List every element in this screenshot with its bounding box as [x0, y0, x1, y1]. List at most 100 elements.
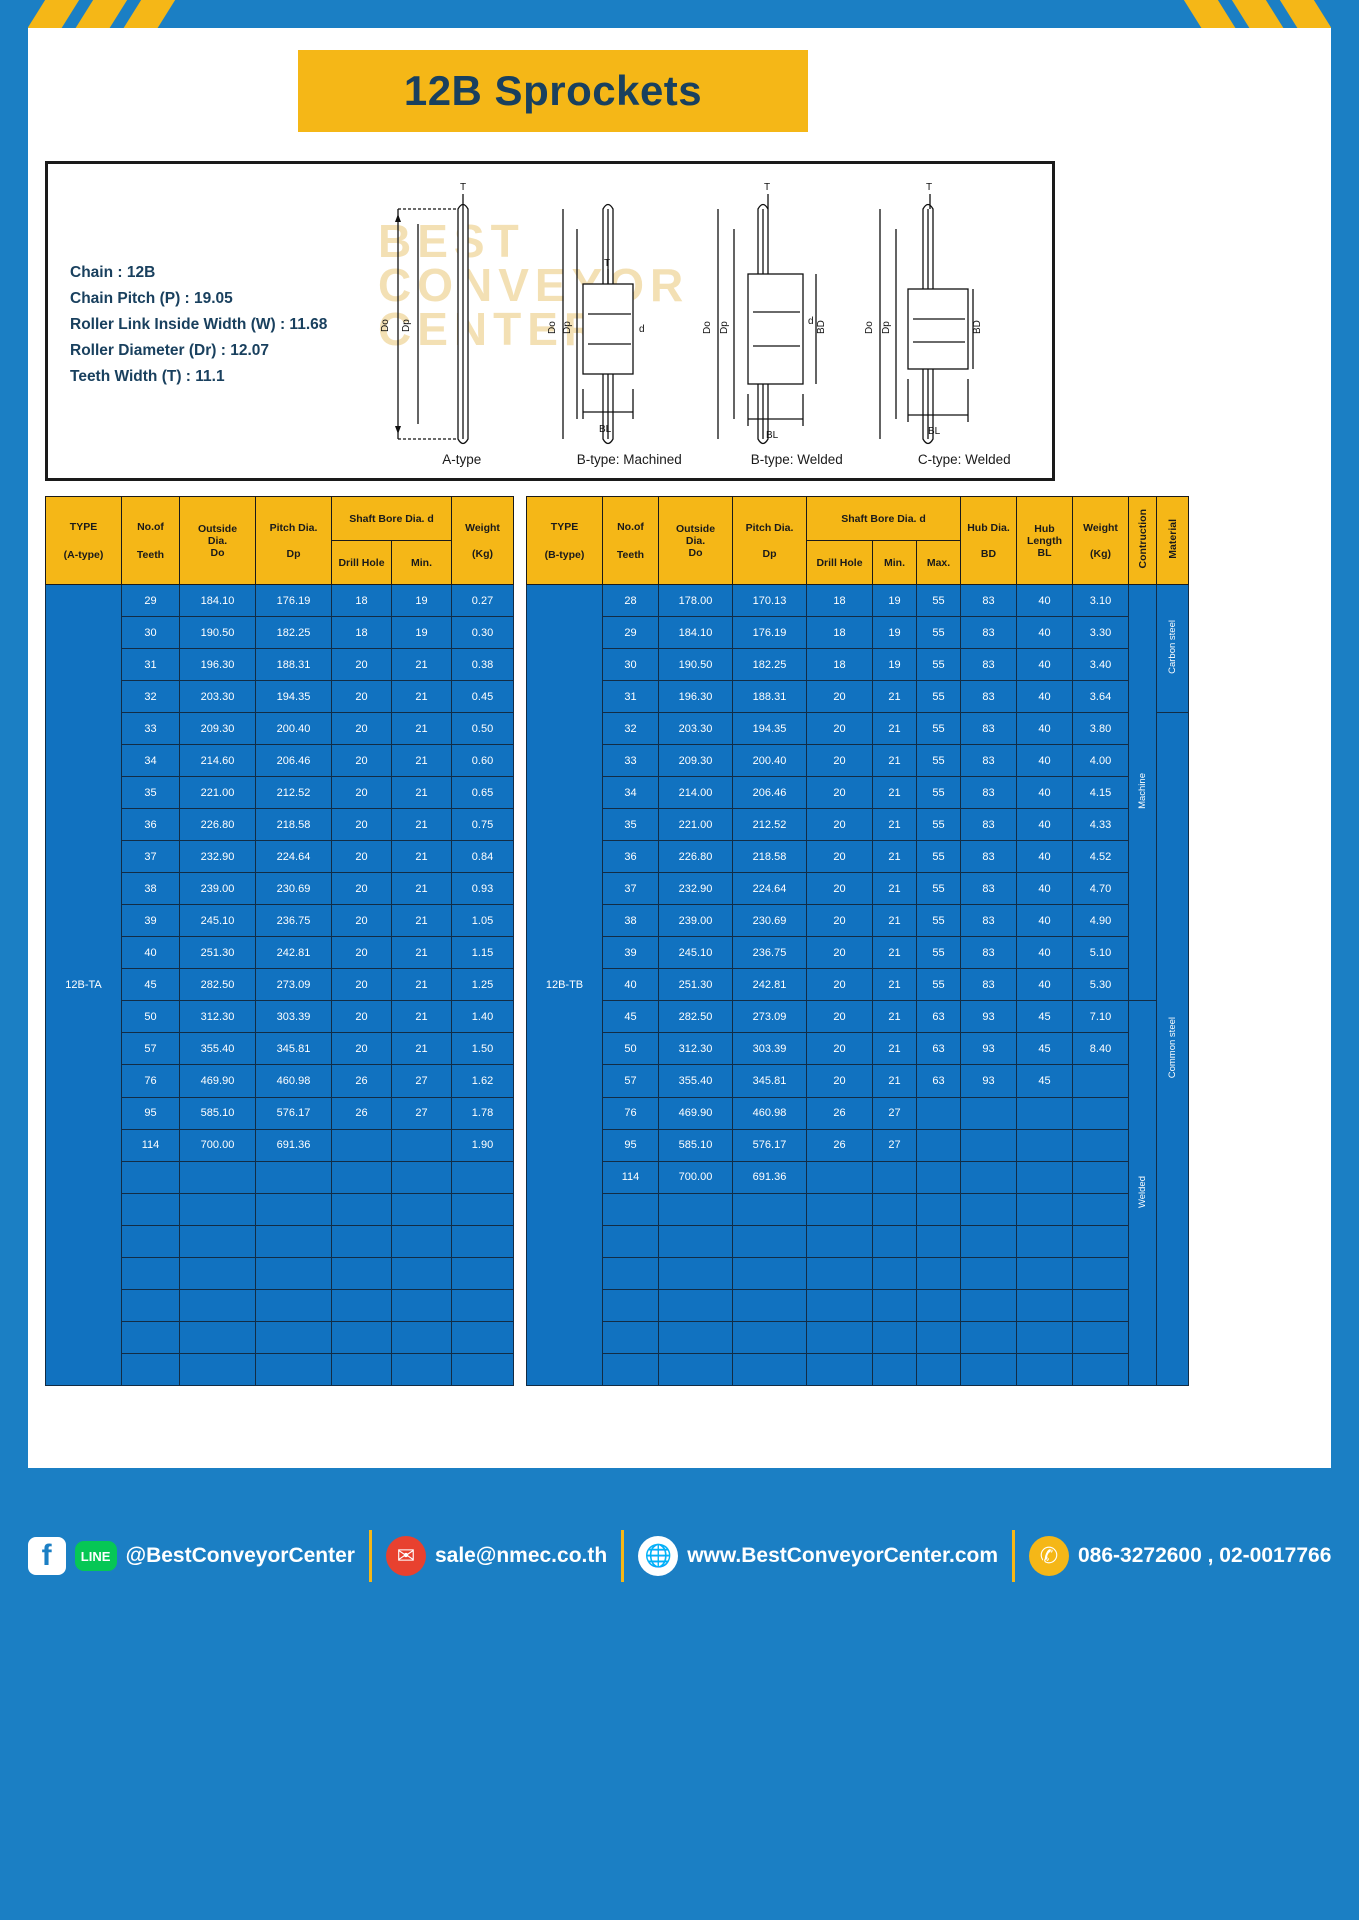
- table-cell: 18: [806, 616, 873, 650]
- table-cell: 114: [602, 1160, 659, 1194]
- table-cell: [658, 1320, 733, 1354]
- table-cell: 40: [1016, 904, 1073, 938]
- table-cell: [602, 1352, 659, 1387]
- table-cell: [179, 1160, 256, 1194]
- table-cell: [331, 1128, 392, 1162]
- table-row: [46, 1224, 514, 1258]
- table-cell: 5.30: [1072, 968, 1129, 1002]
- svg-text:BD: BD: [816, 320, 827, 334]
- table-cell: 355.40: [658, 1064, 733, 1098]
- table-cell: [391, 1320, 452, 1354]
- table-cell: 0.45: [451, 680, 514, 714]
- th-shaft-bore-group-b: Shaft Bore Dia. d: [806, 496, 961, 541]
- cell-material: Carbon steel: [1156, 583, 1189, 714]
- table-row: 45 282.50 273.09 20 21 63 93 45 7.10 Welded: [527, 1000, 1189, 1386]
- table-cell: 21: [872, 840, 917, 874]
- table-cell: 224.64: [255, 840, 332, 874]
- table-row: 34 214.60 206.46 20 21 0.60: [46, 744, 514, 778]
- table-cell: [872, 1192, 917, 1226]
- table-cell: 37: [121, 840, 180, 874]
- table-cell: 27: [391, 1064, 452, 1098]
- table-cell: [451, 1224, 514, 1258]
- table-cell: [179, 1352, 256, 1387]
- table-row: 38 239.00 230.69 20 21 55 83 40 4.90: [527, 904, 1189, 938]
- table-cell: 218.58: [255, 808, 332, 842]
- table-cell: 20: [806, 776, 873, 810]
- footer-email[interactable]: ✉ sale@nmec.co.th: [372, 1536, 621, 1576]
- table-cell: [960, 1192, 1017, 1226]
- table-cell: 203.30: [179, 680, 256, 714]
- table-cell: 40: [1016, 872, 1073, 906]
- table-row: 50 312.30 303.39 20 21 63 93 45 8.40: [527, 1032, 1189, 1066]
- svg-text:BD: BD: [972, 320, 983, 334]
- table-cell: [179, 1320, 256, 1354]
- table-cell: 184.10: [179, 583, 256, 618]
- table-cell: [806, 1224, 873, 1258]
- table-cell: 0.50: [451, 712, 514, 746]
- table-cell: 45: [1016, 1064, 1073, 1098]
- table-row: [46, 1256, 514, 1290]
- svg-text:Do: Do: [380, 319, 391, 332]
- table-cell: 40: [1016, 936, 1073, 970]
- table-cell: [1016, 1256, 1073, 1290]
- table-cell: 57: [121, 1032, 180, 1066]
- table-row: 32 203.30 194.35 20 21 55 83 40 3.80 Common steel: [527, 712, 1189, 1386]
- table-cell: 224.64: [732, 872, 807, 906]
- table-cell: [960, 1288, 1017, 1322]
- table-cell: 19: [872, 616, 917, 650]
- table-cell: 282.50: [179, 968, 256, 1002]
- table-cell: [1016, 1320, 1073, 1354]
- globe-icon: 🌐: [638, 1536, 679, 1576]
- email-address: sale@nmec.co.th: [434, 1544, 608, 1567]
- table-cell: 239.00: [179, 872, 256, 906]
- footer-website[interactable]: 🌐 www.BestConveyorCenter.com: [624, 1536, 1012, 1576]
- table-cell: 35: [602, 808, 659, 842]
- table-cell: 26: [806, 1128, 873, 1162]
- table-cell: 55: [916, 808, 961, 842]
- table-cell: [916, 1224, 961, 1258]
- table-row: [527, 1288, 1189, 1322]
- th-min-b: Min.: [872, 540, 917, 585]
- table-cell: 182.25: [732, 648, 807, 682]
- table-cell: 31: [602, 680, 659, 714]
- table-cell: [658, 1192, 733, 1226]
- table-cell: 21: [391, 840, 452, 874]
- table-cell: 83: [960, 583, 1017, 618]
- table-cell: 469.90: [179, 1064, 256, 1098]
- table-cell: 190.50: [658, 648, 733, 682]
- table-cell: 460.98: [732, 1096, 807, 1130]
- spec-line-roller-width: Roller Link Inside Width (W) : 11.68: [70, 316, 328, 333]
- table-cell: [602, 1192, 659, 1226]
- table-cell: 26: [331, 1064, 392, 1098]
- table-cell: 33: [602, 744, 659, 778]
- footer-phone[interactable]: ✆ 086-3272600 , 02-0017766: [1015, 1536, 1345, 1576]
- table-cell: 576.17: [255, 1096, 332, 1130]
- table-cell: 20: [331, 680, 392, 714]
- table-cell: [916, 1352, 961, 1387]
- table-cell: [121, 1320, 180, 1354]
- table-cell: 214.00: [658, 776, 733, 810]
- table-cell: 40: [1016, 776, 1073, 810]
- table-cell: 184.10: [658, 616, 733, 650]
- th-drill-hole: Drill Hole: [331, 540, 392, 585]
- table-cell: 282.50: [658, 1000, 733, 1034]
- table-cell: 170.13: [732, 583, 807, 618]
- table-row: 36 226.80 218.58 20 21 0.75: [46, 808, 514, 842]
- table-cell: [121, 1192, 180, 1226]
- table-cell: 35: [121, 776, 180, 810]
- table-cell: 30: [602, 648, 659, 682]
- table-cell: 4.00: [1072, 744, 1129, 778]
- table-cell: [179, 1256, 256, 1290]
- footer-facebook[interactable]: f LINE @BestConveyorCenter: [14, 1537, 369, 1575]
- table-cell: 55: [916, 872, 961, 906]
- table-cell: 212.52: [732, 808, 807, 842]
- table-cell: 206.46: [255, 744, 332, 778]
- table-cell: [391, 1288, 452, 1322]
- table-row: 95 585.10 576.17 26 27 1.78: [46, 1096, 514, 1130]
- table-cell: 221.00: [179, 776, 256, 810]
- table-cell: 63: [916, 1000, 961, 1034]
- table-cell: [732, 1288, 807, 1322]
- table-row: [46, 1160, 514, 1194]
- table-row: 32 203.30 194.35 20 21 0.45: [46, 680, 514, 714]
- table-cell: [1072, 1224, 1129, 1258]
